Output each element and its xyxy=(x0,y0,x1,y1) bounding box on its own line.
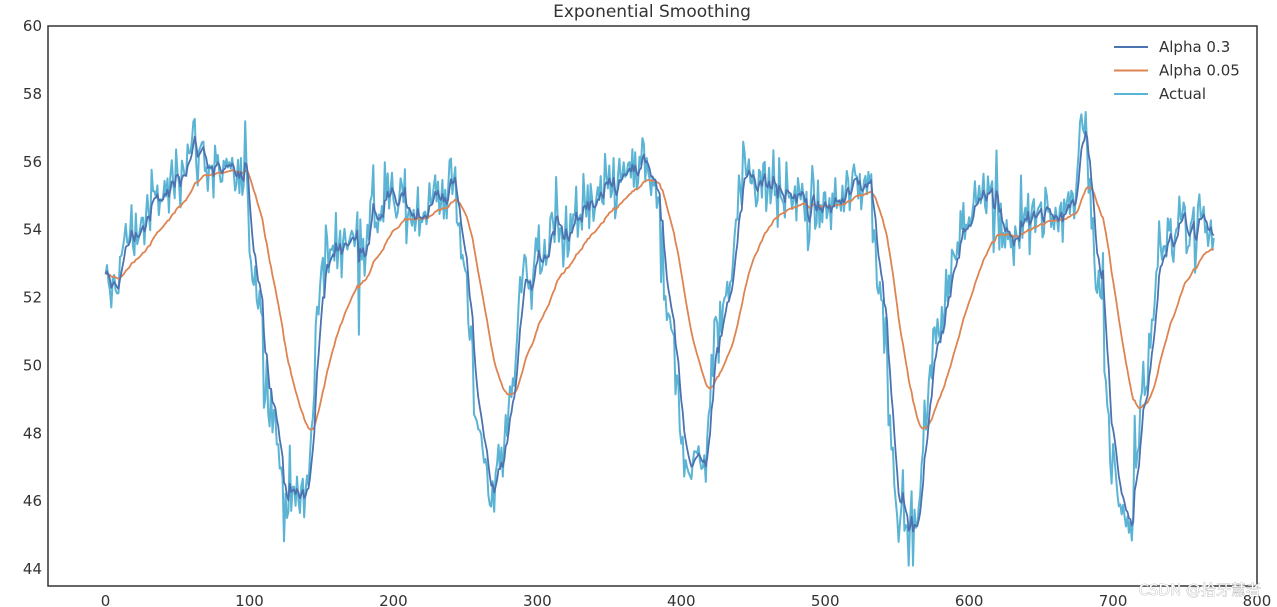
y-tick-label: 54 xyxy=(23,221,42,239)
x-tick-label: 800 xyxy=(1243,592,1272,607)
x-tick-label: 300 xyxy=(523,592,552,607)
y-tick-label: 60 xyxy=(23,17,42,35)
y-tick-label: 50 xyxy=(23,356,42,374)
legend-label: Alpha 0.05 xyxy=(1159,62,1240,80)
legend-label: Alpha 0.3 xyxy=(1159,38,1230,56)
x-axis-ticks: 0 100 200 300 400 500 600 700 800 xyxy=(101,592,1272,607)
y-tick-label: 56 xyxy=(23,153,42,171)
y-tick-label: 52 xyxy=(23,289,42,307)
y-tick-label: 58 xyxy=(23,85,42,103)
x-tick-label: 700 xyxy=(1099,592,1128,607)
y-tick-label: 46 xyxy=(23,492,42,510)
x-tick-label: 600 xyxy=(955,592,984,607)
x-tick-label: 200 xyxy=(379,592,408,607)
watermark: CSDN @拾牙慧者 xyxy=(1138,581,1261,599)
y-tick-label: 48 xyxy=(23,424,42,442)
series-line-alpha-0-3 xyxy=(104,130,1215,533)
x-tick-label: 0 xyxy=(101,592,111,607)
x-tick-label: 400 xyxy=(667,592,696,607)
chart-title: Exponential Smoothing xyxy=(553,2,751,22)
y-axis-ticks: 44 46 48 50 52 54 56 58 60 xyxy=(23,17,42,578)
plot-area xyxy=(47,25,1258,587)
legend: Alpha 0.3 Alpha 0.05 Actual xyxy=(1114,38,1240,103)
series-lines xyxy=(104,111,1215,567)
x-tick-label: 500 xyxy=(811,592,840,607)
y-tick-label: 44 xyxy=(23,560,42,578)
series-line-alpha-0-05 xyxy=(105,169,1215,431)
x-tick-label: 100 xyxy=(235,592,264,607)
legend-label: Actual xyxy=(1159,85,1206,103)
